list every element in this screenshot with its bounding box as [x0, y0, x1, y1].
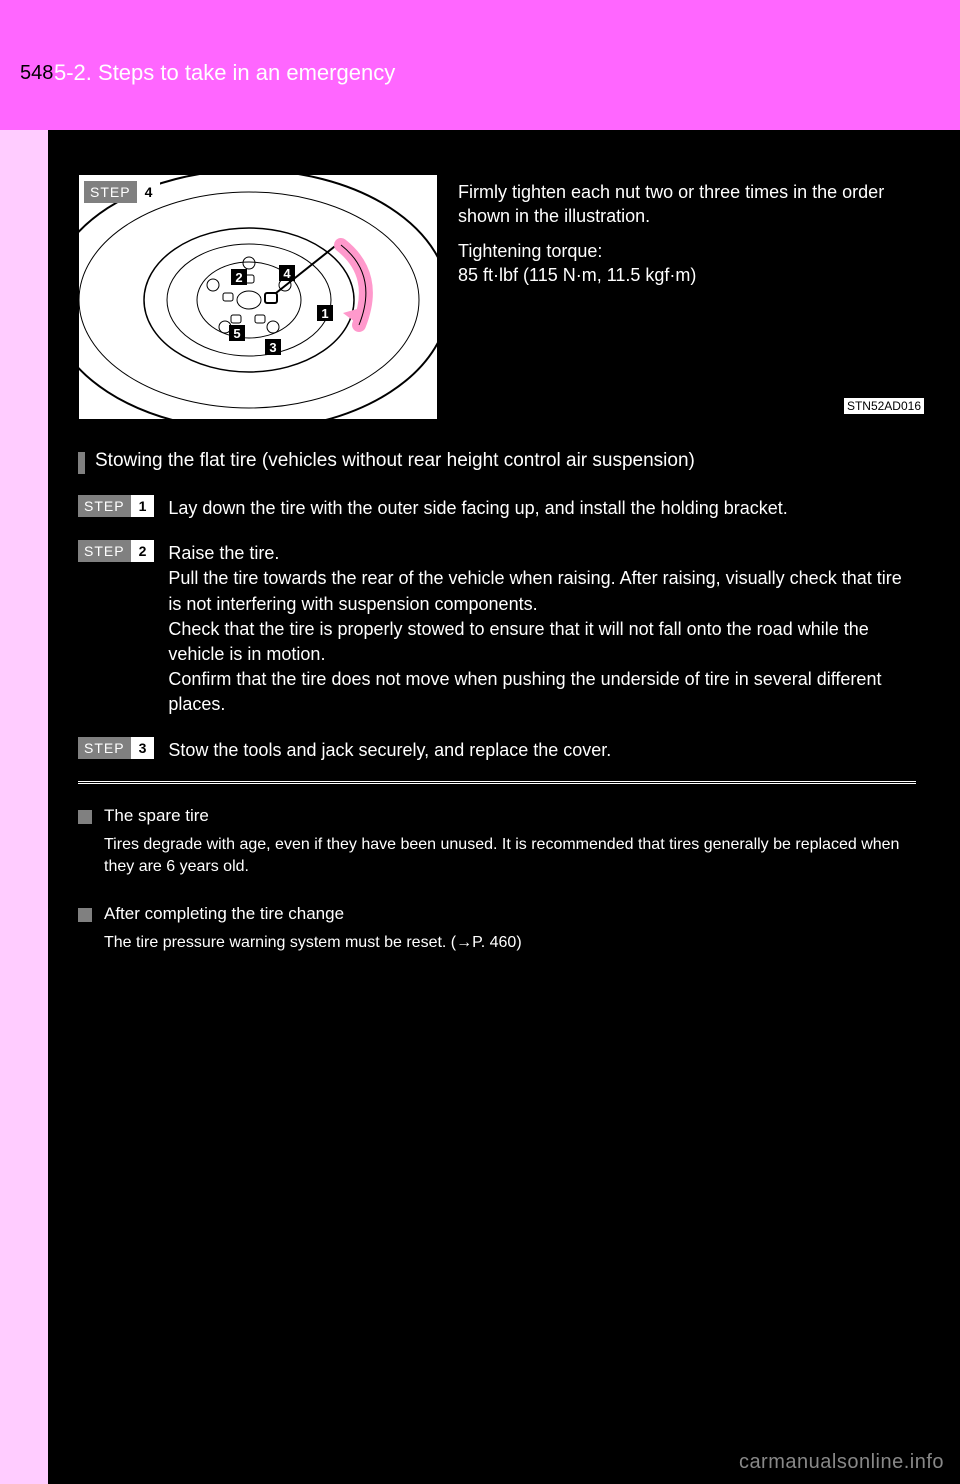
- caption-line-1: Firmly tighten each nut two or three tim…: [458, 180, 938, 229]
- note-title-1: The spare tire: [104, 806, 918, 826]
- heading-text: Stowing the flat tire (vehicles without …: [95, 450, 695, 472]
- watermark: carmanualsonline.info: [739, 1451, 944, 1474]
- tire-illustration: [79, 175, 439, 421]
- step-label: STEP: [78, 495, 131, 517]
- manual-page: 548 5-2. Steps to take in an emergency: [0, 0, 960, 1484]
- step-label: STEP: [78, 737, 131, 759]
- note-title-2: After completing the tire change: [104, 904, 918, 924]
- note-body-2: The tire pressure warning system must be…: [104, 932, 918, 954]
- step-row-3: STEP 3 Stow the tools and jack securely,…: [78, 736, 918, 763]
- step-number: 3: [131, 737, 155, 759]
- divider-rule: [78, 781, 916, 784]
- step-badge-2: STEP 2: [78, 539, 154, 563]
- callout-4: 4: [279, 265, 295, 281]
- square-bullet-icon: [78, 908, 92, 922]
- callout-5: 5: [229, 325, 245, 341]
- callout-3: 3: [265, 339, 281, 355]
- lower-content: Stowing the flat tire (vehicles without …: [78, 450, 918, 981]
- side-band: [0, 130, 48, 1484]
- figure-step-badge: STEP 4: [84, 180, 160, 204]
- step-badge-1: STEP 1: [78, 494, 154, 518]
- section-title: 5-2. Steps to take in an emergency: [54, 60, 395, 86]
- step-label: STEP: [78, 540, 131, 562]
- page-number: 548: [20, 62, 53, 85]
- note-row-1: The spare tire Tires degrade with age, e…: [78, 806, 918, 895]
- step-number: 4: [137, 181, 161, 203]
- caption-line-2: Tightening torque: 85 ft·lbf (115 N·m, 1…: [458, 239, 938, 288]
- square-bullet-icon: [78, 810, 92, 824]
- step-text-1: Lay down the tire with the outer side fa…: [168, 494, 787, 521]
- step-row-1: STEP 1 Lay down the tire with the outer …: [78, 494, 918, 521]
- heading-marker: [78, 452, 85, 474]
- callout-1: 1: [317, 305, 333, 321]
- step-number: 2: [131, 540, 155, 562]
- callout-2: 2: [231, 269, 247, 285]
- figure-tire-nut-order: 1 2 3 4 5: [78, 174, 438, 420]
- figure-caption-block: Firmly tighten each nut two or three tim…: [458, 180, 938, 297]
- subsection-heading: Stowing the flat tire (vehicles without …: [78, 450, 918, 474]
- step-label: STEP: [84, 181, 137, 203]
- step-text-2: Raise the tire. Pull the tire towards th…: [168, 539, 918, 717]
- figure-code: STN52AD016: [844, 398, 924, 414]
- step-badge-3: STEP 3: [78, 736, 154, 760]
- step-row-2: STEP 2 Raise the tire. Pull the tire tow…: [78, 539, 918, 717]
- step-text-3: Stow the tools and jack securely, and re…: [168, 736, 611, 763]
- step-number: 1: [131, 495, 155, 517]
- note-row-2: After completing the tire change The tir…: [78, 904, 918, 970]
- note-body-1: Tires degrade with age, even if they hav…: [104, 834, 918, 879]
